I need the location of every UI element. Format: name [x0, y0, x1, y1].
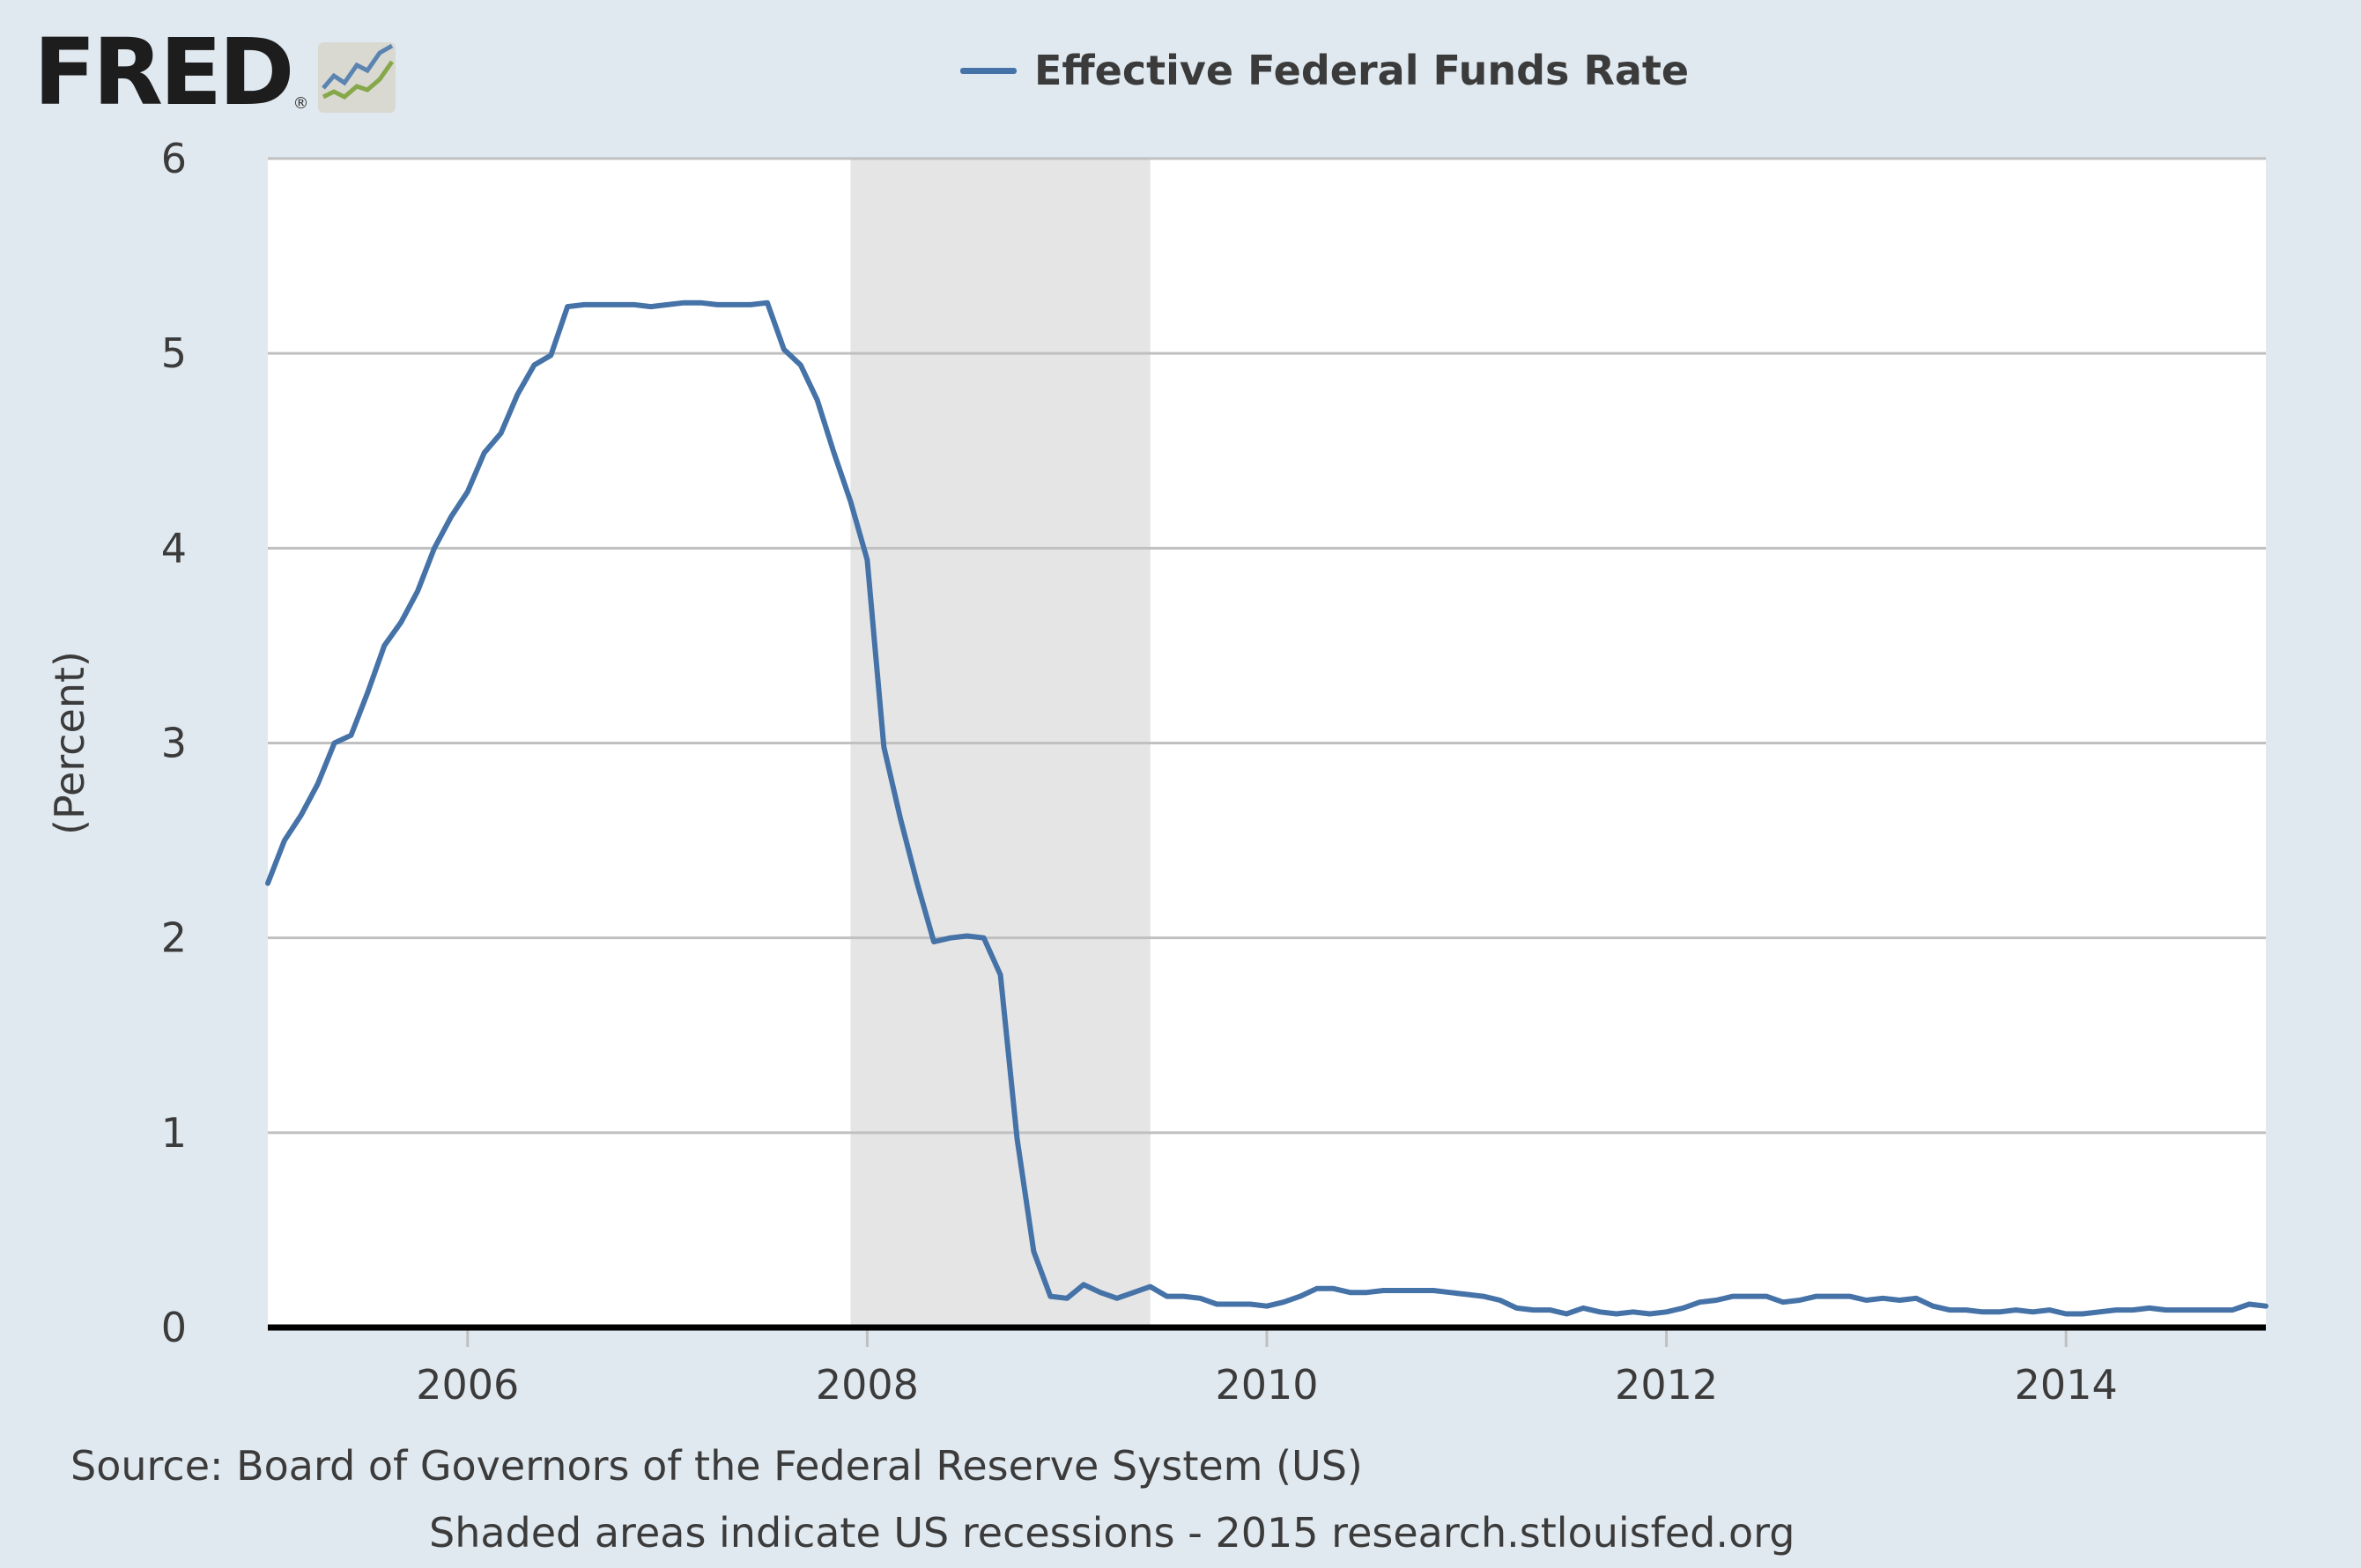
y-tick-label: 3 — [161, 720, 187, 767]
logo-registered-mark: ® — [292, 94, 309, 113]
y-tick-label: 0 — [161, 1304, 187, 1351]
x-tick-label: 2014 — [2015, 1361, 2118, 1409]
x-tick-label: 2006 — [416, 1361, 519, 1409]
legend-label: Effective Federal Funds Rate — [1034, 47, 1690, 94]
x-tick-label: 2008 — [816, 1361, 919, 1409]
y-tick-label: 5 — [161, 329, 187, 377]
y-tick-label: 1 — [161, 1109, 187, 1157]
x-tick-label: 2010 — [1215, 1361, 1318, 1409]
logo-text: FRED — [33, 18, 294, 126]
y-tick-label: 6 — [161, 135, 187, 182]
series-line — [265, 300, 2268, 1317]
recession-note: Shaded areas indicate US recessions - 20… — [429, 1509, 1795, 1557]
fred-chart-icon — [317, 42, 396, 116]
fred-logo[interactable]: FRED ® — [33, 26, 396, 118]
y-axis-label: (Percent) — [46, 651, 93, 835]
x-tick-label: 2012 — [1615, 1361, 1718, 1409]
source-note: Source: Board of Governors of the Federa… — [70, 1442, 1363, 1490]
y-tick-label: 4 — [161, 524, 187, 572]
chart-legend[interactable]: Effective Federal Funds Rate — [960, 44, 1689, 97]
y-tick-label: 2 — [161, 914, 187, 962]
legend-swatch — [960, 67, 1017, 74]
